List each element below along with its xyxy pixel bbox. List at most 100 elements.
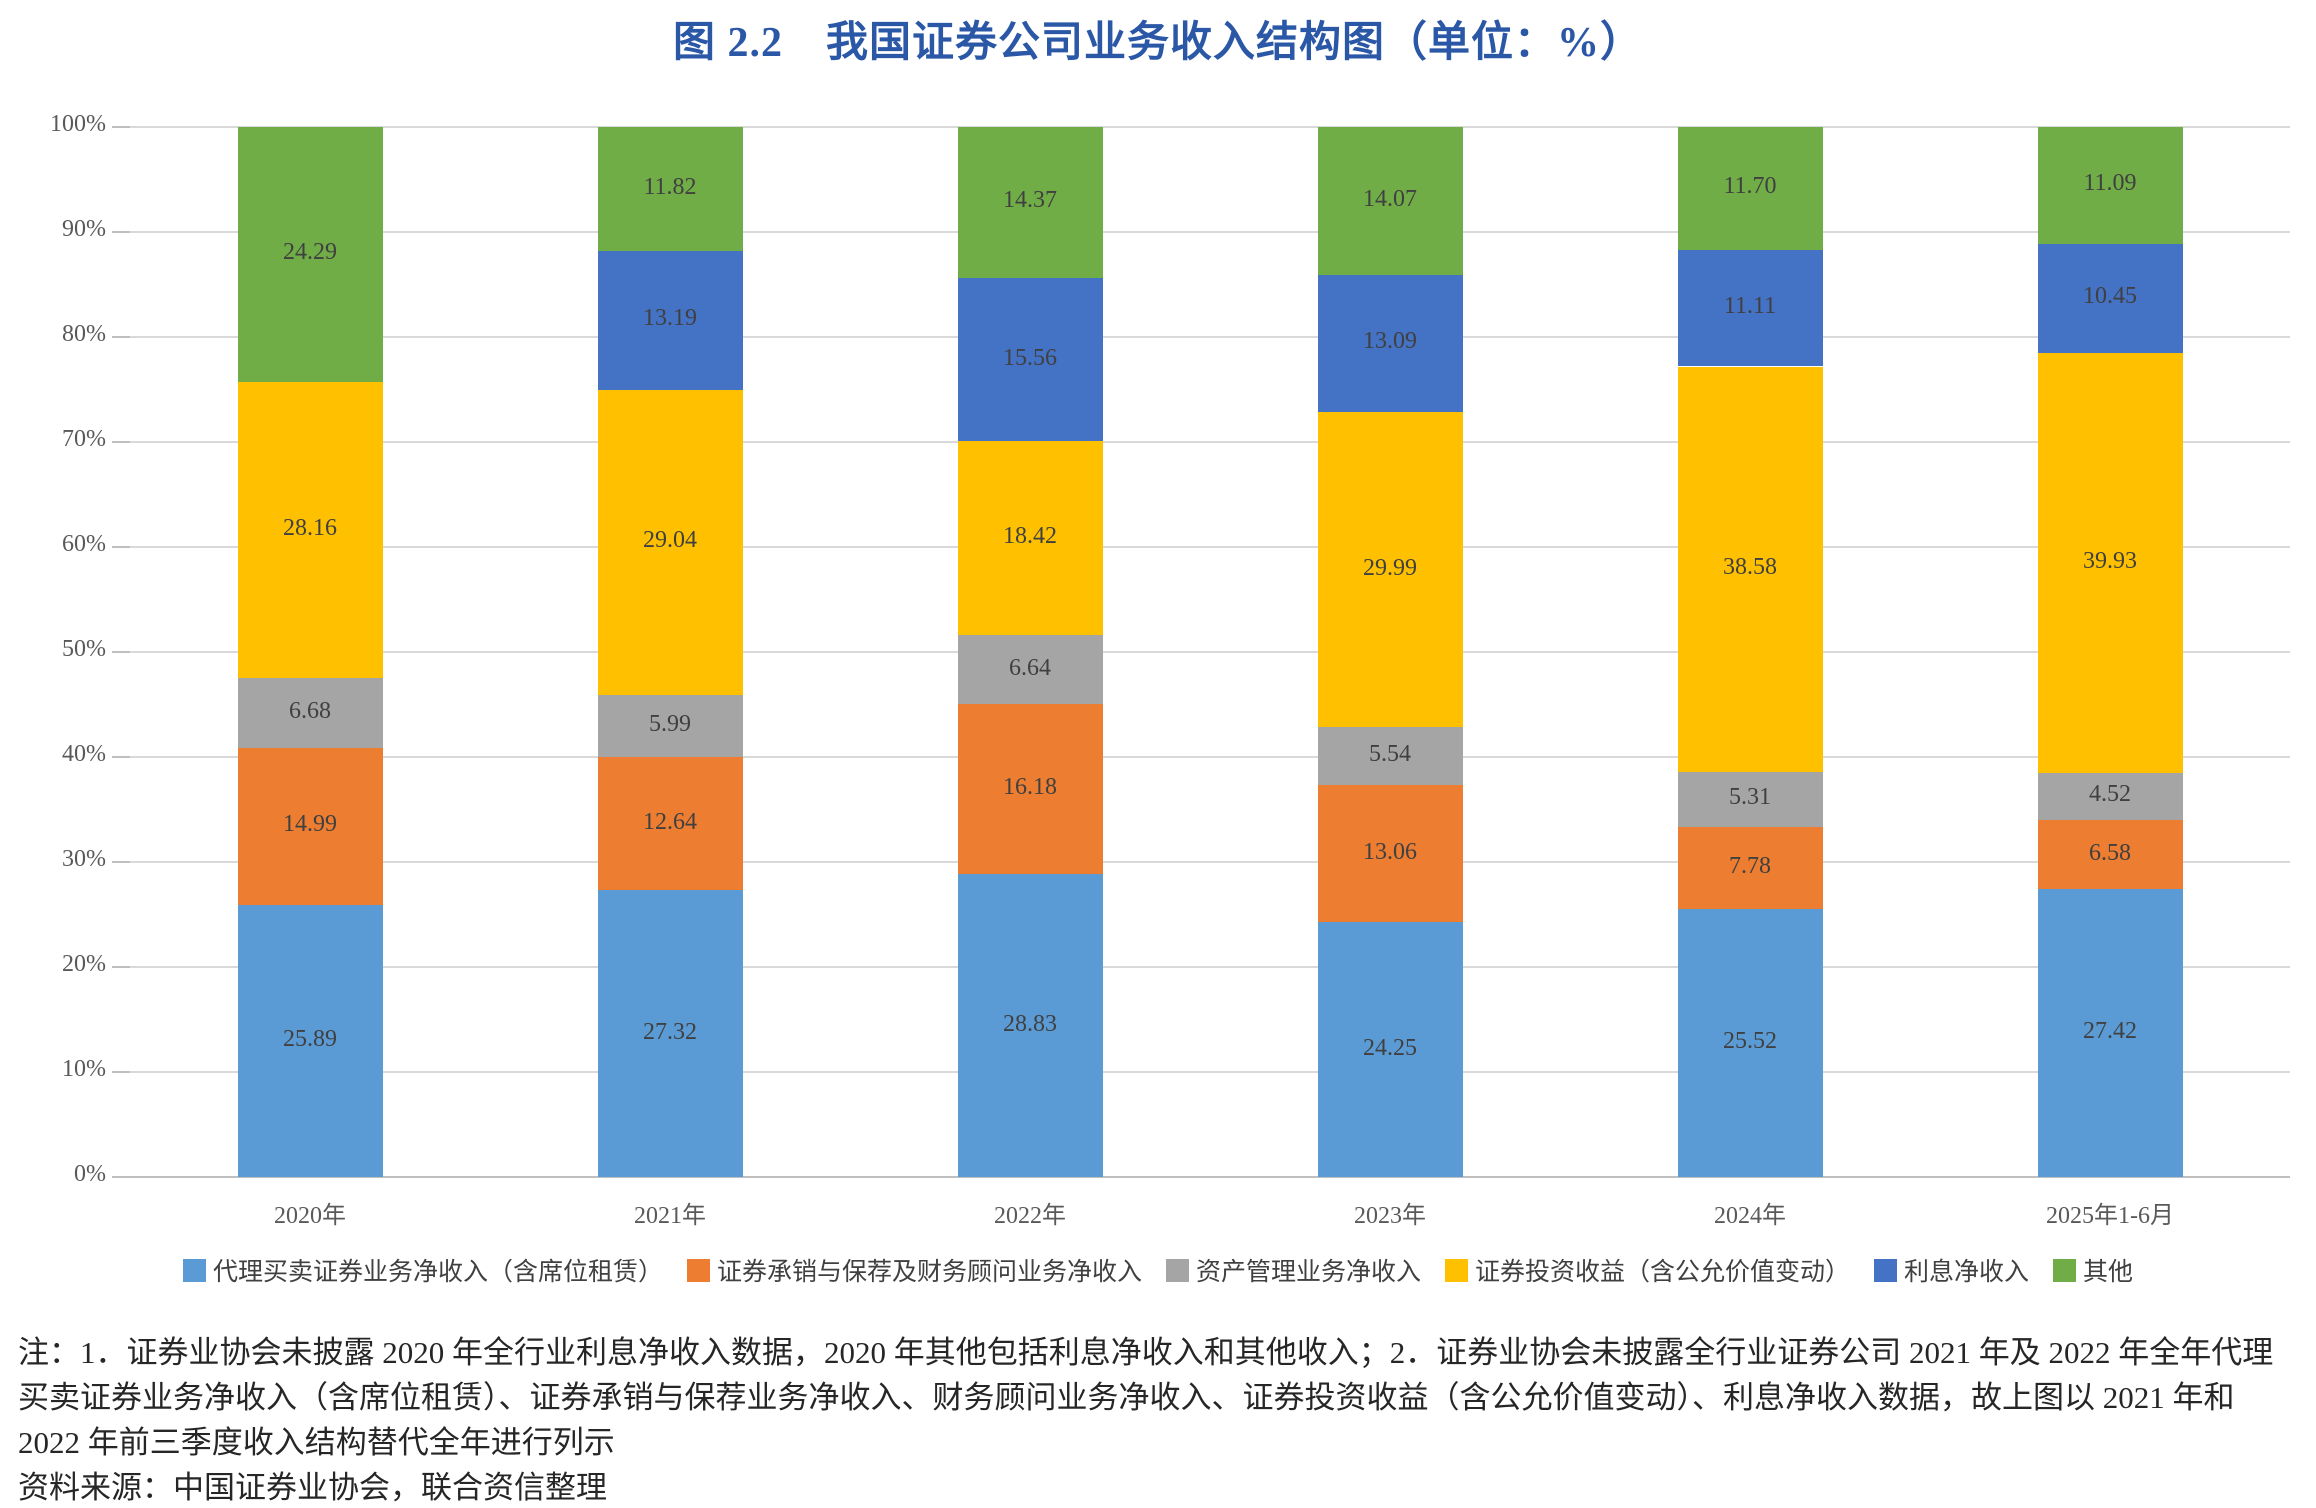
- bar-value-label: 11.82: [643, 174, 697, 201]
- bar-value-label: 27.42: [2083, 1018, 2137, 1045]
- gridline: [130, 231, 2290, 233]
- legend-label: 证券投资收益（含公允价值变动）: [1475, 1259, 1851, 1286]
- x-axis-label: 2020年: [274, 1203, 346, 1229]
- bar-segment: [2037, 889, 2183, 1177]
- bar-segment: [957, 874, 1103, 1177]
- bar-segment: [2037, 127, 2183, 244]
- legend-item: 利息净收入: [1874, 1252, 2029, 1288]
- legend-label: 代理买卖证券业务净收入（含席位租赁）: [212, 1259, 663, 1286]
- bar-value-label: 38.58: [1723, 554, 1777, 581]
- y-axis-tick: [112, 336, 130, 338]
- bar-value-label: 14.07: [1363, 185, 1417, 212]
- bar-segment: [597, 389, 743, 695]
- y-axis-label: 70%: [62, 426, 106, 452]
- bar-segment: [957, 634, 1103, 705]
- y-axis-label: 20%: [62, 951, 106, 977]
- bar-value-label: 6.58: [2089, 839, 2131, 866]
- y-axis-tick: [112, 966, 130, 968]
- bar-value-label: 11.11: [1723, 293, 1777, 320]
- y-axis-label: 60%: [62, 531, 106, 557]
- legend-label: 资产管理业务净收入: [1195, 1259, 1421, 1286]
- bar-value-label: 13.19: [643, 305, 697, 332]
- notes-block: 注：1．证券业协会未披露 2020 年全行业利息净收入数据，2020 年其他包括…: [18, 1330, 2304, 1508]
- bar-value-label: 28.83: [1003, 1010, 1057, 1037]
- bar-segment: [957, 277, 1103, 442]
- bar-value-label: 11.70: [1723, 173, 1777, 200]
- bar-value-label: 24.29: [283, 239, 337, 266]
- bar-segment: [1317, 412, 1463, 728]
- gridline: [130, 756, 2290, 758]
- bar-value-label: 10.45: [2083, 283, 2137, 310]
- y-axis-label: 50%: [62, 636, 106, 662]
- chart-legend: 代理买卖证券业务净收入（含席位租赁） 证券承销与保荐及财务顾问业务净收入 资产管理业…: [0, 1252, 2316, 1288]
- bar-value-label: 13.06: [1363, 838, 1417, 865]
- gridline: [130, 546, 2290, 548]
- bar-segment: [1677, 827, 1823, 910]
- gridline: [130, 126, 2290, 128]
- bar-segment: [1317, 127, 1463, 275]
- bar-segment: [237, 747, 383, 906]
- bar-value-label: 7.78: [1729, 853, 1771, 880]
- legend-label: 其他: [2083, 1259, 2134, 1286]
- chart-source: 资料来源：中国证券业协会，联合资信整理: [18, 1470, 607, 1505]
- bar-segment: [1677, 249, 1823, 367]
- bar-segment: [1317, 727, 1463, 786]
- legend-swatch: [1874, 1258, 1898, 1282]
- legend-item: 代理买卖证券业务净收入（含席位租赁）: [182, 1252, 663, 1288]
- y-axis-label: 30%: [62, 846, 106, 872]
- y-axis-tick: [112, 546, 130, 548]
- bar-value-label: 14.37: [1003, 187, 1057, 214]
- bar-segment: [597, 127, 743, 252]
- bar-segment: [2037, 243, 2183, 354]
- y-axis-tick: [112, 231, 130, 233]
- gridline: [130, 441, 2290, 443]
- bar-segment: [237, 677, 383, 748]
- bar-value-label: 14.99: [283, 811, 337, 838]
- bar-value-label: 24.25: [1363, 1034, 1417, 1061]
- legend-swatch: [686, 1258, 710, 1282]
- bar-value-label: 25.89: [283, 1026, 337, 1053]
- bar-segment: [597, 757, 743, 891]
- legend-item: 资产管理业务净收入: [1165, 1252, 1421, 1288]
- gridline: [130, 1071, 2290, 1073]
- bar-value-label: 29.04: [643, 527, 697, 554]
- bar-segment: [1317, 785, 1463, 923]
- bar-segment: [597, 251, 743, 390]
- bar-segment: [597, 890, 743, 1177]
- legend-item: 证券承销与保荐及财务顾问业务净收入: [686, 1252, 1142, 1288]
- y-axis-label: 80%: [62, 321, 106, 347]
- bar-value-label: 5.99: [649, 710, 691, 737]
- bar-value-label: 16.18: [1003, 774, 1057, 801]
- bar-segment: [237, 905, 383, 1177]
- bar-segment: [2037, 353, 2183, 773]
- bar-segment: [1677, 127, 1823, 250]
- legend-swatch: [182, 1258, 206, 1282]
- bar-value-label: 12.64: [643, 808, 697, 835]
- bar-segment: [1677, 771, 1823, 828]
- x-axis-label: 2021年: [634, 1203, 706, 1229]
- bar-value-label: 29.99: [1363, 554, 1417, 581]
- legend-swatch: [1165, 1258, 1189, 1282]
- gridline: [130, 861, 2290, 863]
- y-axis-tick: [112, 756, 130, 758]
- bar-value-label: 5.31: [1729, 784, 1771, 811]
- chart-note: 注：1．证券业协会未披露 2020 年全行业利息净收入数据，2020 年其他包括…: [18, 1335, 2274, 1460]
- bar-segment: [1677, 909, 1823, 1177]
- bar-segment: [1317, 922, 1463, 1177]
- bar-value-label: 6.68: [289, 697, 331, 724]
- gridline: [130, 336, 2290, 338]
- bar-value-label: 13.09: [1363, 328, 1417, 355]
- bar-value-label: 11.09: [2083, 170, 2137, 197]
- gridline: [130, 966, 2290, 968]
- x-axis-label: 2024年: [1714, 1203, 1786, 1229]
- bar-segment: [237, 381, 383, 678]
- chart-title: 图 2.2 我国证券公司业务收入结构图（单位：%）: [672, 20, 1643, 66]
- y-axis-tick: [112, 1176, 130, 1178]
- bar-value-label: 39.93: [2083, 547, 2137, 574]
- bar-segment: [237, 126, 383, 382]
- legend-swatch: [2053, 1258, 2077, 1282]
- y-axis-label: 40%: [62, 741, 106, 767]
- y-axis-tick: [112, 126, 130, 128]
- x-axis-line: [130, 1176, 2290, 1178]
- y-axis-tick: [112, 861, 130, 863]
